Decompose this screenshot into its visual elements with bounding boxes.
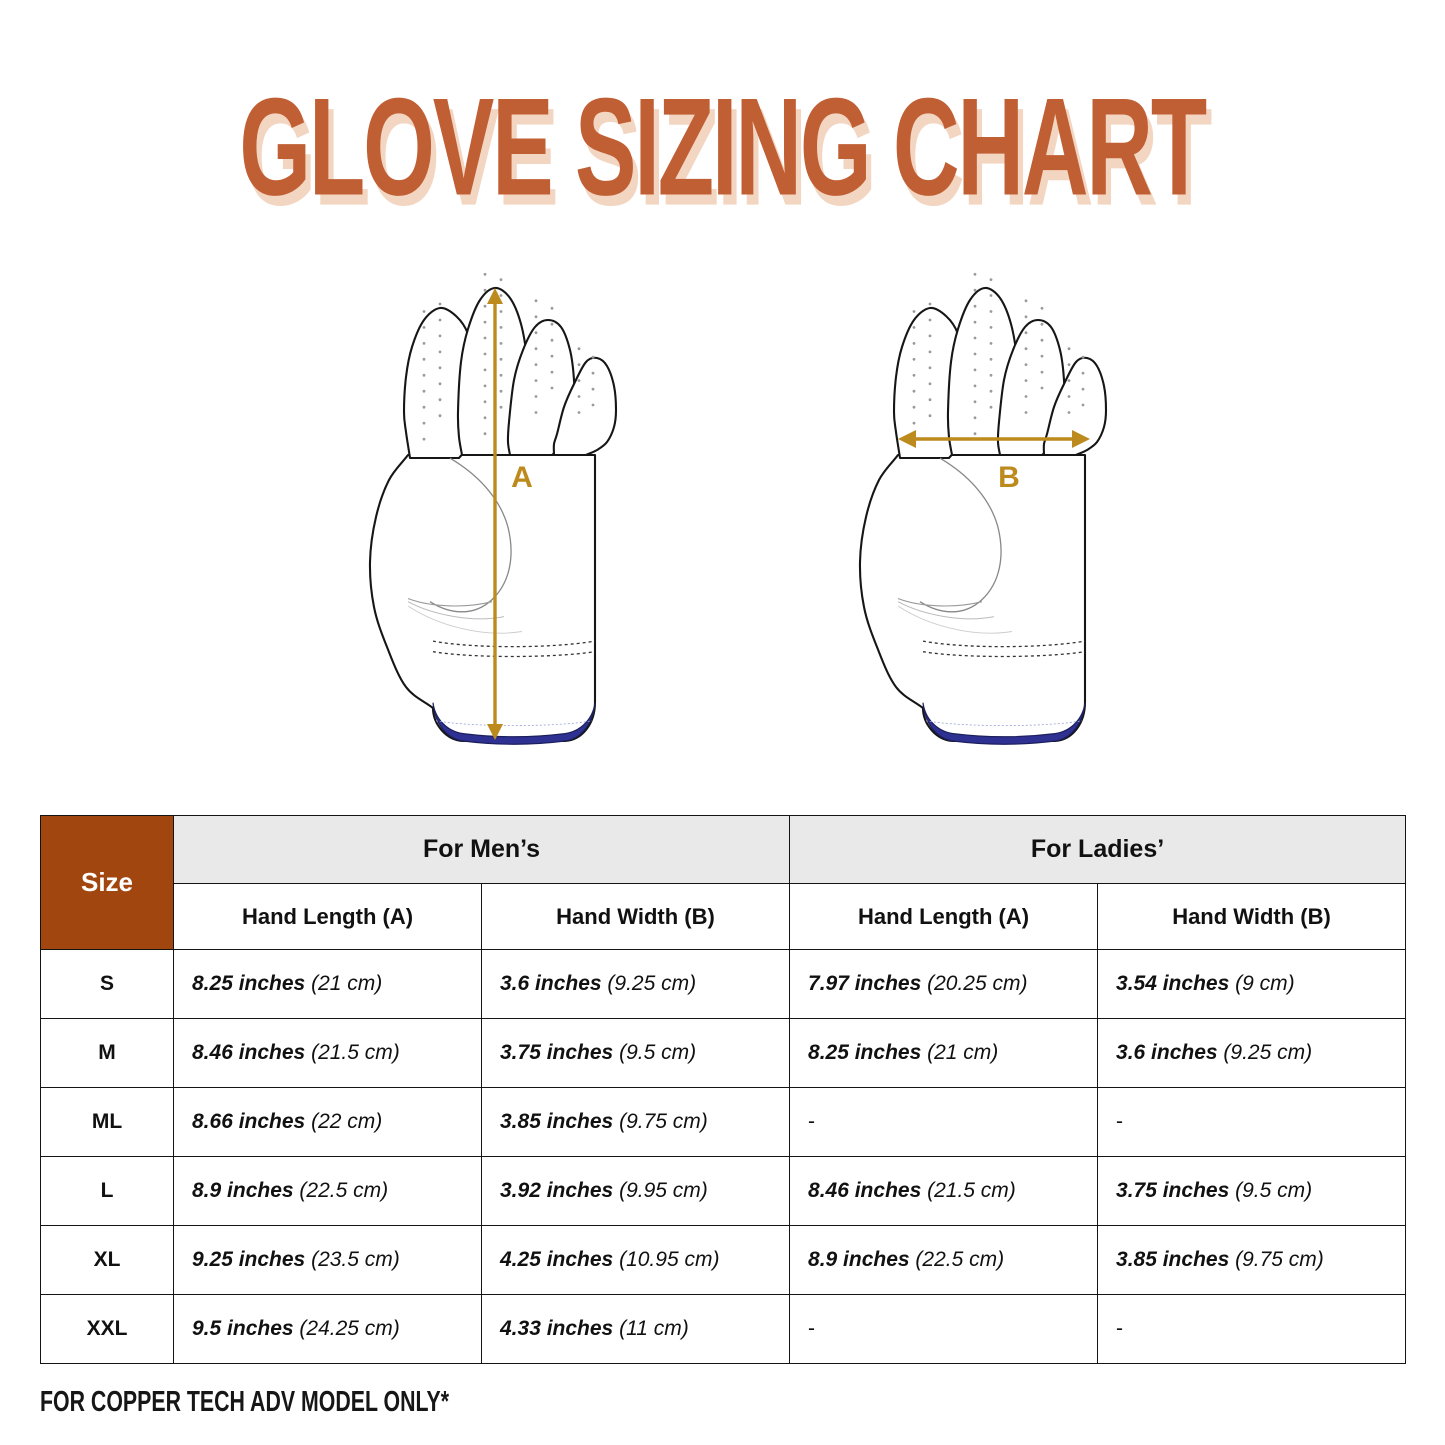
- svg-text:B: B: [998, 461, 1020, 494]
- svg-text:A: A: [511, 461, 533, 494]
